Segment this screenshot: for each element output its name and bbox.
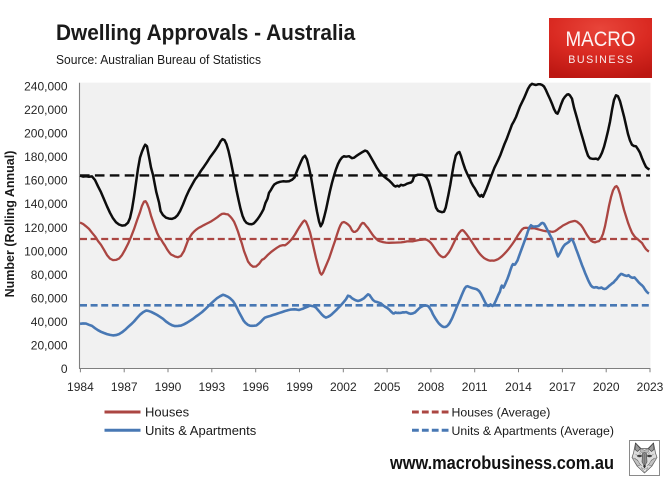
svg-text:0: 0 <box>61 362 68 376</box>
svg-text:2008: 2008 <box>418 380 445 394</box>
svg-text:Units & Apartments (Average): Units & Apartments (Average) <box>452 424 614 438</box>
svg-text:1984: 1984 <box>67 380 94 394</box>
svg-text:2020: 2020 <box>593 380 620 394</box>
svg-text:2023: 2023 <box>637 380 664 394</box>
svg-text:1996: 1996 <box>242 380 269 394</box>
svg-text:160,000: 160,000 <box>24 174 68 188</box>
svg-text:200,000: 200,000 <box>24 127 68 141</box>
svg-text:2002: 2002 <box>330 380 357 394</box>
svg-text:60,000: 60,000 <box>31 291 68 305</box>
svg-text:2011: 2011 <box>462 380 488 394</box>
svg-text:1999: 1999 <box>286 380 313 394</box>
svg-text:180,000: 180,000 <box>24 150 68 164</box>
svg-text:240,000: 240,000 <box>24 80 68 94</box>
svg-text:1987: 1987 <box>111 380 138 394</box>
svg-text:40,000: 40,000 <box>31 315 68 329</box>
svg-text:120,000: 120,000 <box>24 221 68 235</box>
svg-text:80,000: 80,000 <box>31 268 68 282</box>
svg-text:Houses: Houses <box>145 405 190 420</box>
svg-text:2014: 2014 <box>505 380 532 394</box>
svg-text:220,000: 220,000 <box>24 103 68 117</box>
svg-text:Houses (Average): Houses (Average) <box>452 406 551 420</box>
svg-text:140,000: 140,000 <box>24 197 68 211</box>
svg-text:1990: 1990 <box>155 380 182 394</box>
svg-text:2017: 2017 <box>549 380 576 394</box>
svg-text:Units & Apartments: Units & Apartments <box>145 423 257 438</box>
svg-text:100,000: 100,000 <box>24 244 68 258</box>
svg-text:20,000: 20,000 <box>31 338 68 352</box>
svg-text:2005: 2005 <box>374 380 401 394</box>
svg-text:1993: 1993 <box>198 380 225 394</box>
